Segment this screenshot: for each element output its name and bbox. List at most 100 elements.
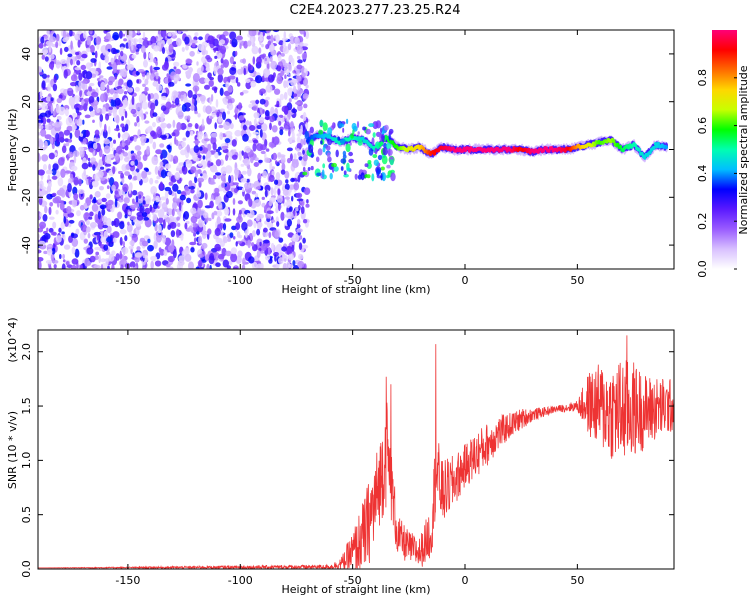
spectrogram-noise-cell [289,88,293,97]
spectrogram-noise-cell [191,43,196,48]
spectrogram-noise-cell [251,45,259,55]
spectrogram-noise-cell [146,72,151,80]
spectrogram-transition-cell [319,119,324,127]
spectrogram-noise-cell [113,218,120,228]
spectrogram-x-tick-label: -150 [115,274,140,287]
spectrogram-noise-cell [112,231,120,239]
spectrogram-noise-cell [217,68,224,76]
spectrogram-noise-cell [258,116,265,124]
spectrogram-noise-cell [230,79,238,84]
spectrogram-noise-cell [38,260,42,269]
spectrogram-noise-cell [111,263,115,269]
spectrogram-y-tick-label: -20 [20,188,33,206]
spectrogram-transition-cell [366,174,371,179]
spectrogram-noise-cell [144,120,150,124]
spectrogram-noise-cell [52,231,57,236]
spectrogram-noise-cell [121,247,129,255]
spectrogram-transition-cell [376,168,381,175]
spectrogram-noise-cell [296,64,303,70]
spectrogram-noise-cell [239,43,242,50]
spectrogram-noise-cell [62,259,66,263]
colorbar-tick-label: 0.8 [696,69,709,87]
spectrogram-noise-cell [85,220,90,226]
spectrogram-noise-cell [198,36,203,41]
spectrogram-transition-cell [354,173,358,180]
spectrogram-noise-cell [134,222,141,227]
spectrogram-noise-cell [176,208,180,215]
spectrogram-noise-cell [139,205,145,214]
spectrogram-noise-cell [264,116,271,120]
spectrogram-noise-cell [217,73,223,83]
spectrogram-noise-cell [252,143,257,152]
spectrogram-transition-cell [365,128,371,135]
spectrogram-noise-cell [123,38,127,42]
spectrogram-noise-cell [47,83,51,92]
spectrogram-noise-cell [58,131,65,140]
spectrogram-noise-cell [189,50,195,57]
spectrogram-noise-cell [41,80,46,89]
spectrogram-noise-cell [301,52,308,60]
spectrogram-noise-cell [143,217,150,221]
spectrogram-noise-cell [201,65,204,72]
spectrogram-noise-cell [266,35,272,40]
spectrogram-noise-cell [259,129,263,138]
spectrogram-noise-cell [120,172,124,179]
spectrogram-noise-cell [292,93,298,97]
spectrogram-noise-cell [238,151,242,161]
spectrogram-noise-cell [152,81,159,87]
spectrogram-noise-cell [91,203,99,212]
spectrogram-transition-cell [381,130,385,135]
spectrogram-noise-cell [260,150,266,155]
spectrogram-noise-cell [134,122,138,127]
spectrogram-noise-cell [90,157,96,163]
spectrogram-x-tick-label: -100 [228,274,253,287]
spectrogram-noise-cell [78,72,83,81]
spectrogram-noise-cell [150,186,158,195]
spectrogram-noise-cell [203,212,209,219]
spectrogram-noise-cell [161,202,168,211]
spectrogram-ridge-cell [643,155,647,160]
spectrogram-noise-cell [46,30,50,37]
spectrogram-noise-cell [82,138,87,145]
spectrogram-noise-cell [167,32,172,37]
spectrogram-noise-cell [302,237,306,244]
spectrogram-noise-cell [174,192,177,202]
spectrogram-noise-cell [177,222,181,227]
spectrogram-noise-cell [202,155,206,160]
spectrogram-noise-cell [128,103,132,111]
spectrogram-noise-cell [239,92,244,96]
spectrogram-noise-cell [222,148,229,154]
colorbar-tick-label: 0.4 [696,165,709,183]
spectrogram-noise-cell [95,251,100,256]
spectrogram-noise-cell [248,103,253,109]
spectrogram-noise-cell [251,190,257,195]
spectrogram-noise-cell [91,52,96,56]
spectrogram-noise-cell [80,57,85,62]
spectrogram-transition-cell [351,122,357,130]
spectrogram-transition-cell [309,126,314,134]
spectrogram-noise-cell [183,211,190,220]
spectrogram-noise-cell [280,169,286,175]
spectrogram-noise-cell [286,212,290,217]
spectrogram-transition-cell [389,159,394,166]
spectrogram-noise-cell [128,185,132,195]
spectrogram-noise-cell [241,187,245,192]
spectrogram-noise-cell [105,113,110,121]
spectrogram-noise-cell [243,67,246,76]
spectrogram-transition-cell [371,137,375,146]
spectrogram-noise-cell [44,56,49,62]
spectrogram-noise-cell [49,36,57,43]
spectrogram-noise-cell [46,227,49,232]
spectrogram-noise-cell [178,106,182,111]
spectrogram-noise-cell [172,201,177,211]
spectrogram-noise-cell [117,132,121,139]
spectrogram-noise-cell [81,53,88,59]
spectrogram-noise-cell [201,242,208,249]
spectrogram-noise-cell [302,111,307,122]
spectrogram-noise-cell [82,119,85,125]
spectrogram-noise-cell [265,96,271,101]
spectrogram-noise-cell [42,73,47,79]
spectrogram-noise-cell [193,232,197,237]
spectrogram-noise-cell [117,88,124,95]
